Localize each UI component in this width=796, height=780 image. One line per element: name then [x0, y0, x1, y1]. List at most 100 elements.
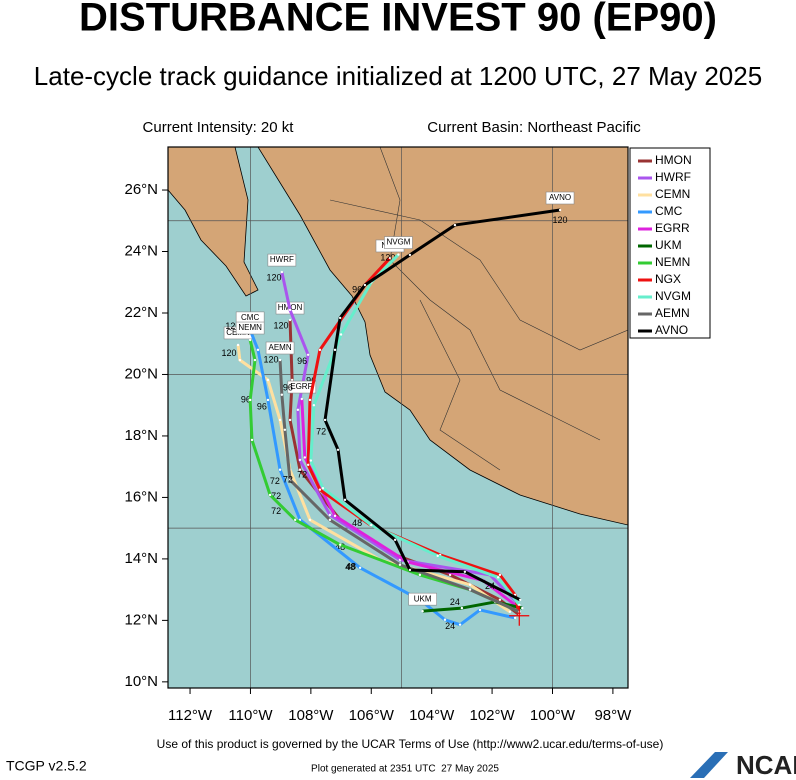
track-point — [393, 538, 397, 542]
track-point — [338, 316, 342, 320]
legend-label: CMC — [655, 204, 683, 218]
tau-label: 120 — [221, 348, 236, 358]
track-point — [268, 493, 272, 497]
tau-label: 72 — [297, 469, 307, 479]
track-point — [298, 518, 302, 522]
legend-label: AVNO — [655, 323, 688, 337]
track-point — [288, 318, 292, 322]
x-tick-label: 102°W — [469, 707, 515, 724]
track-point — [266, 398, 270, 402]
mainland — [257, 147, 628, 526]
tau-label: 96 — [283, 382, 293, 392]
track-point — [436, 554, 439, 558]
tau-label: 120 — [263, 354, 278, 364]
y-tick-label: 10°N — [124, 673, 158, 690]
track-point — [288, 478, 292, 482]
model-box — [265, 341, 295, 355]
legend-label: AEMN — [655, 306, 690, 320]
legend-label: NVGM — [655, 289, 691, 303]
tau-label: 72 — [271, 506, 281, 516]
intensity: Current Intensity: 20 kt — [143, 119, 295, 136]
model-box-label: CMC — [241, 313, 259, 322]
model-box — [287, 380, 317, 394]
track-point — [458, 623, 462, 626]
logo-mark — [690, 752, 728, 778]
tau-label: 120 — [553, 215, 568, 225]
track-point — [333, 348, 337, 352]
track-point — [358, 566, 362, 570]
track-point — [308, 398, 312, 402]
track-point — [339, 333, 343, 336]
track-point — [496, 576, 500, 579]
track-point — [318, 348, 322, 352]
track-point — [460, 606, 464, 610]
model-box-label: EGRR — [290, 382, 313, 391]
track-point — [323, 418, 327, 422]
version: TCGP v2.5.2 — [6, 758, 87, 774]
track-point — [328, 513, 332, 517]
model-box — [267, 253, 297, 267]
y-tick-label: 26°N — [124, 181, 158, 198]
track-point — [521, 606, 524, 610]
model-box — [545, 191, 575, 205]
track-point — [468, 583, 472, 586]
track-point — [308, 518, 312, 522]
tau-label: 48 — [345, 562, 355, 572]
model-box-label: NVGM — [386, 238, 410, 247]
logo: NCAR — [736, 750, 796, 780]
terms: Use of this product is governed by the U… — [157, 737, 664, 751]
legend-label: EGRR — [655, 221, 690, 235]
track-point — [468, 588, 472, 591]
title: DISTURBANCE INVEST 90 (EP90) — [79, 0, 717, 40]
y-tick-label: 12°N — [124, 611, 158, 628]
track-point — [290, 378, 294, 382]
initial-position — [509, 605, 530, 626]
track-point — [343, 498, 347, 502]
track-point — [248, 398, 252, 402]
track-point — [309, 459, 313, 462]
track-point — [397, 253, 400, 256]
map — [168, 147, 628, 688]
track-point — [498, 598, 502, 601]
model-box — [384, 236, 413, 249]
track-point — [303, 456, 307, 459]
track-point — [558, 208, 562, 212]
tau-label: 72 — [316, 426, 326, 436]
track-point — [478, 608, 482, 612]
track-point — [370, 523, 373, 527]
track — [278, 359, 520, 614]
x-tick-label: 106°W — [349, 707, 395, 724]
basin: Current Basin: Northeast Pacific — [427, 119, 641, 136]
model-box-label: HWRF — [270, 255, 294, 264]
track-point — [280, 270, 284, 274]
border — [379, 147, 601, 441]
x-tick-label: 104°W — [409, 707, 455, 724]
track-point — [236, 343, 240, 347]
tau-label: 96 — [241, 394, 251, 404]
generated: Plot generated at 2351 UTC 27 May 2025 — [311, 764, 499, 775]
tau-label: 120 — [380, 252, 395, 262]
tracks: 12096HMON1209672HWRF12096724824CEMN12096… — [221, 191, 575, 631]
track-point — [312, 404, 316, 407]
tau-label: 24 — [485, 581, 495, 591]
legend-label: HMON — [655, 153, 692, 167]
track-point — [288, 308, 292, 312]
tau-label: 96 — [257, 401, 267, 411]
track-point — [408, 253, 412, 257]
tau-label: 120 — [266, 272, 281, 282]
track-point — [298, 458, 302, 462]
track-point — [453, 223, 457, 227]
track-point — [253, 358, 257, 362]
track-point — [280, 393, 284, 396]
tau-label: 24 — [450, 597, 460, 607]
track-point — [266, 378, 270, 382]
track-point — [518, 603, 521, 607]
track-point — [293, 518, 297, 522]
subtitle: Late-cycle track guidance initialized at… — [34, 61, 762, 91]
y-tick-label: 16°N — [124, 488, 158, 505]
track-point — [418, 573, 422, 577]
track-point — [248, 338, 252, 342]
track-point — [238, 358, 242, 362]
model-box-label: NEMN — [238, 323, 262, 332]
